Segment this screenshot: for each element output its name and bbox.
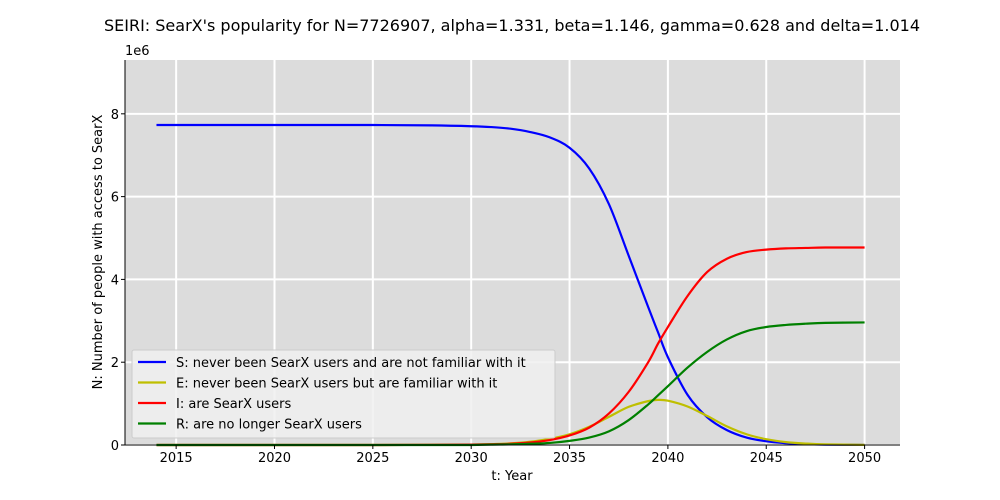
legend-label: S: never been SearX users and are not fa… — [176, 356, 526, 371]
x-tick-label: 2030 — [455, 451, 488, 466]
ticks: 2015 2020 2025 2030 2035 2040 2045 2050 0 2 4 6 8 — [111, 108, 881, 466]
x-tick-label: 2020 — [258, 451, 291, 466]
x-axis-label: t: Year — [491, 469, 533, 484]
y-tick-label: 2 — [111, 356, 119, 371]
y-tick-label: 6 — [111, 191, 119, 206]
y-offset-label: 1e6 — [125, 44, 150, 59]
legend-label: R: are no longer SearX users — [176, 418, 362, 433]
y-tick-label: 4 — [111, 273, 119, 288]
legend-label: I: are SearX users — [176, 397, 291, 412]
series-s-line — [156, 123, 865, 447]
legend-entry-i: I: are SearX users — [138, 397, 291, 412]
x-tick-label: 2025 — [356, 451, 389, 466]
legend-entry-s: S: never been SearX users and are not fa… — [138, 356, 526, 371]
x-tick-label: 2045 — [750, 451, 783, 466]
legend-entry-e: E: never been SearX users but are famili… — [138, 377, 497, 392]
chart-title: SEIRI: SearX's popularity for N=7726907,… — [104, 16, 920, 35]
x-tick-label: 2035 — [553, 451, 586, 466]
x-tick-label: 2050 — [848, 451, 881, 466]
legend: S: never been SearX users and are not fa… — [131, 349, 556, 439]
y-tick-label: 0 — [111, 439, 119, 454]
legend-entry-r: R: are no longer SearX users — [138, 418, 362, 433]
y-axis-label: N: Number of people with access to SearX — [91, 115, 106, 390]
legend-box — [131, 349, 556, 439]
x-tick-label: 2040 — [651, 451, 684, 466]
y-tick-label: 8 — [111, 108, 119, 123]
x-tick-label: 2015 — [160, 451, 193, 466]
legend-label: E: never been SearX users but are famili… — [176, 377, 497, 392]
